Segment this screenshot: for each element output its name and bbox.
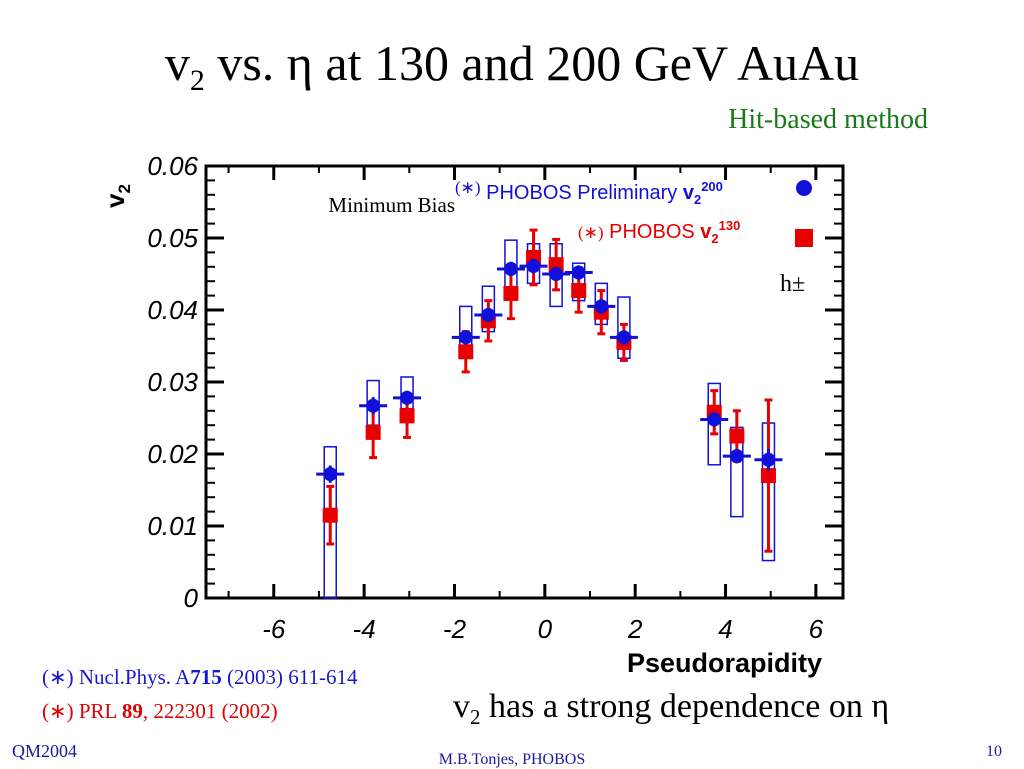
x-tick-label: 0 bbox=[538, 614, 553, 644]
red-square-marker bbox=[729, 428, 745, 444]
ref1-pages: (2003) 611-614 bbox=[221, 665, 358, 689]
ref1-volume: 715 bbox=[190, 665, 222, 689]
y-tick-label: 0.05 bbox=[147, 223, 198, 253]
ref2-volume: 89 bbox=[121, 699, 143, 723]
legend-130-sup: 130 bbox=[719, 218, 741, 233]
blue-circle-marker bbox=[549, 267, 564, 281]
legend-entry-130: (∗) PHOBOS v2130 bbox=[578, 218, 740, 246]
y-tick-label: 0 bbox=[184, 583, 199, 613]
legend-entry-200: (∗) PHOBOS Preliminary v2200 bbox=[455, 178, 723, 207]
blue-circle-marker bbox=[323, 467, 338, 482]
red-square-marker bbox=[365, 424, 381, 440]
red-square-marker bbox=[322, 507, 338, 523]
blue-circle-marker bbox=[481, 308, 496, 323]
blue-circle-marker bbox=[616, 330, 631, 345]
x-tick-label: -4 bbox=[353, 614, 376, 644]
reference-prl: (∗) PRL 89, 222301 (2002) bbox=[42, 699, 278, 724]
red-square-marker bbox=[458, 344, 474, 360]
x-tick-label: 4 bbox=[718, 614, 732, 644]
legend-130-sub: 2 bbox=[711, 231, 718, 246]
ref2-pages: , 222301 (2002) bbox=[142, 699, 278, 723]
x-tick-label: 2 bbox=[627, 614, 643, 644]
blue-circle-marker bbox=[571, 265, 586, 280]
y-tick-label: 0.02 bbox=[147, 439, 198, 469]
legend-blue-circle bbox=[796, 180, 812, 196]
legend-200-sub: 2 bbox=[694, 192, 701, 207]
blue-circle-marker bbox=[729, 449, 744, 464]
method-label: Hit-based method bbox=[728, 104, 928, 135]
page-number: 10 bbox=[986, 743, 1002, 760]
blue-circle-marker bbox=[458, 330, 473, 345]
x-tick-label: 6 bbox=[809, 614, 824, 644]
footer-author: M.B.Tonjes, PHOBOS bbox=[438, 751, 586, 768]
title-v: v bbox=[164, 35, 190, 91]
blue-circle-marker bbox=[594, 299, 609, 314]
blue-circle-marker bbox=[526, 259, 541, 274]
title-rest: vs. η at 130 and 200 GeV AuAu bbox=[204, 35, 860, 91]
y-axis-title-main: v bbox=[100, 193, 130, 208]
legend-130-symbol: v bbox=[700, 221, 712, 243]
legend-200-sup: 200 bbox=[701, 179, 723, 194]
reference-nucl-phys: (∗) Nucl.Phys. A715 (2003) 611-614 bbox=[42, 665, 357, 690]
blue-circle-marker bbox=[400, 390, 415, 405]
legend-200-symbol: v bbox=[683, 182, 695, 204]
title-subscript: 2 bbox=[189, 64, 205, 97]
conclusion-subscript: 2 bbox=[470, 705, 481, 729]
y-tick-label: 0.03 bbox=[147, 367, 198, 397]
conclusion-v: v bbox=[453, 688, 470, 725]
x-tick-label: -6 bbox=[262, 614, 286, 644]
systematic-error-box bbox=[707, 382, 721, 466]
x-tick-label: -2 bbox=[443, 614, 467, 644]
y-axis-title-subscript: 2 bbox=[115, 184, 134, 193]
minimum-bias-label: Minimum Bias bbox=[328, 193, 455, 217]
red-square-marker bbox=[571, 283, 587, 299]
footer-conference: QM2004 bbox=[12, 741, 78, 761]
red-square-marker bbox=[399, 408, 415, 424]
slide-title: v2 vs. η at 130 and 200 GeV AuAu bbox=[0, 32, 1024, 112]
blue-circle-marker bbox=[707, 412, 722, 427]
x-axis-title: Pseudorapidity bbox=[627, 648, 822, 678]
y-axis-title: v2 bbox=[100, 184, 134, 208]
plot-frame bbox=[204, 164, 845, 600]
blue-circle-marker bbox=[366, 398, 381, 413]
red-square-marker bbox=[760, 468, 776, 484]
y-tick-label: 0.01 bbox=[147, 511, 198, 541]
y-tick-label: 0.04 bbox=[147, 295, 198, 325]
conclusion-rest: has a strong dependence on η bbox=[480, 688, 890, 725]
blue-circle-marker bbox=[503, 261, 518, 276]
particle-label: h± bbox=[780, 271, 805, 297]
red-square-marker bbox=[503, 285, 519, 301]
legend-130-text: PHOBOS bbox=[604, 221, 701, 243]
y-tick-label: 0.06 bbox=[147, 151, 198, 181]
ref2-text: (∗) PRL bbox=[42, 699, 122, 723]
ref1-text: (∗) Nucl.Phys. A bbox=[42, 665, 191, 689]
legend-130-marker: (∗) bbox=[578, 223, 604, 242]
conclusion-text: v2 has a strong dependence on η bbox=[453, 688, 889, 730]
blue-circle-marker bbox=[761, 452, 776, 467]
legend-200-text: PHOBOS Preliminary bbox=[481, 182, 683, 204]
legend-red-square bbox=[795, 229, 813, 247]
legend-200-marker: (∗) bbox=[455, 178, 481, 197]
